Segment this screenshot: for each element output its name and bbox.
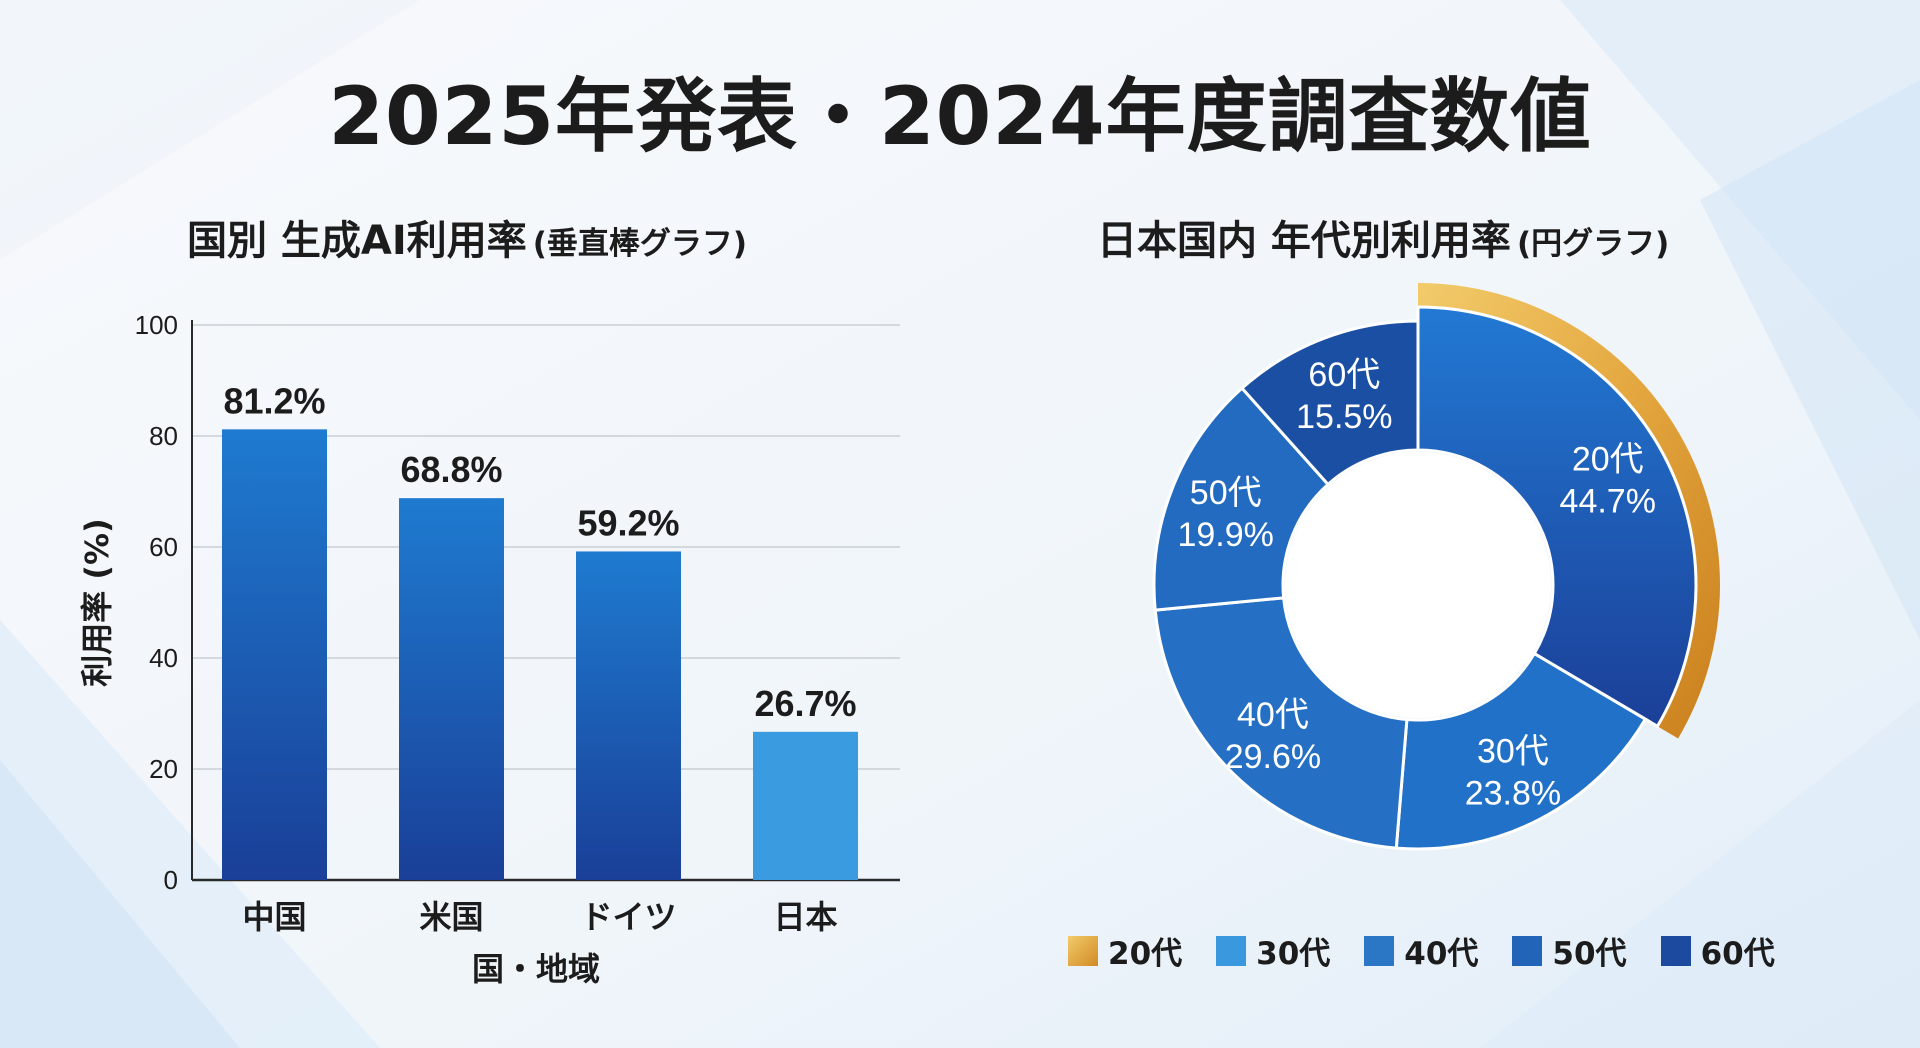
- bar-value-label: 59.2%: [577, 502, 679, 543]
- bar: [576, 551, 681, 880]
- legend-item: 20代: [1068, 928, 1182, 973]
- slice-label: 20代: [1572, 441, 1644, 479]
- slice-value-label: 44.7%: [1560, 483, 1656, 521]
- donut-chart-subtitle: (円グラフ): [1516, 226, 1670, 262]
- bar: [222, 429, 327, 880]
- bar-value-label: 81.2%: [223, 380, 325, 421]
- legend-label: 50代: [1552, 936, 1627, 972]
- slice-label: 30代: [1477, 732, 1549, 770]
- donut-legend: 20代 30代 40代 50代 60代: [1068, 928, 1775, 973]
- legend-swatch: [1364, 935, 1395, 966]
- x-tick-label: 中国: [242, 898, 306, 936]
- donut-chart: 20代 44.7% 30代 23.8% 40代 29.6% 50代 19.9% 60代 15.5%: [1152, 283, 1720, 851]
- legend-item: 30代: [1216, 928, 1330, 973]
- bar-chart-title-text: 国別 生成AI利用率: [187, 218, 527, 264]
- legend-label: 40代: [1404, 936, 1479, 972]
- donut-chart-title: 日本国内 年代別利用率 (円グラフ): [1097, 208, 1669, 266]
- x-axis-label: 国・地域: [472, 950, 600, 988]
- page-title: 2025年発表・2024年度調査数値: [328, 70, 1592, 163]
- y-tick-label: 80: [149, 421, 178, 451]
- bar-chart: 0 20 40 60 80 100 利用率 (%) 81.2% 中国 68.8% 米国 59.2% ドイ…: [78, 310, 900, 988]
- y-tick-label: 60: [149, 532, 178, 562]
- bar-value-label: 26.7%: [754, 683, 856, 724]
- legend-label: 30代: [1256, 936, 1331, 972]
- slice-label: 40代: [1237, 696, 1309, 734]
- x-tick-label: 米国: [419, 898, 483, 936]
- legend-label: 20代: [1108, 936, 1183, 972]
- slice-value-label: 29.6%: [1225, 738, 1321, 776]
- y-axis-label: 利用率 (%): [78, 518, 116, 686]
- slice-value-label: 15.5%: [1296, 398, 1392, 436]
- legend-item: 40代: [1364, 928, 1478, 973]
- slice-label: 50代: [1190, 474, 1262, 512]
- legend-swatch: [1512, 935, 1543, 966]
- bar: [399, 498, 504, 880]
- slice-value-label: 19.9%: [1177, 516, 1273, 554]
- y-tick-label: 0: [164, 865, 178, 895]
- legend-item: 50代: [1512, 928, 1627, 973]
- bar-chart-title: 国別 生成AI利用率 (垂直棒グラフ): [187, 208, 747, 266]
- donut-chart-title-text: 日本国内 年代別利用率: [1097, 218, 1511, 264]
- y-tick-label: 40: [149, 643, 178, 673]
- legend-swatch: [1216, 935, 1247, 966]
- x-tick-label: ドイツ: [580, 898, 676, 936]
- legend-swatch: [1068, 935, 1098, 966]
- slice: [1239, 319, 1420, 487]
- y-tick-label: 20: [149, 754, 178, 784]
- slice-label: 60代: [1308, 356, 1380, 394]
- bar: [753, 731, 858, 880]
- slice: [1416, 305, 1698, 729]
- slice: [1394, 651, 1648, 851]
- slice: [1153, 596, 1409, 850]
- slice-value-label: 23.8%: [1465, 774, 1561, 812]
- bar-chart-subtitle: (垂直棒グラフ): [532, 226, 748, 262]
- legend-swatch: [1660, 935, 1691, 966]
- x-tick-label: 日本: [773, 898, 837, 936]
- legend-label: 60代: [1700, 936, 1775, 972]
- donut-hole: [1285, 452, 1551, 718]
- legend-item: 60代: [1660, 928, 1775, 973]
- slice-highlight-ring: [1418, 283, 1720, 739]
- y-tick-label: 100: [135, 310, 178, 340]
- bar-value-label: 68.8%: [400, 449, 502, 490]
- slice: [1152, 386, 1331, 612]
